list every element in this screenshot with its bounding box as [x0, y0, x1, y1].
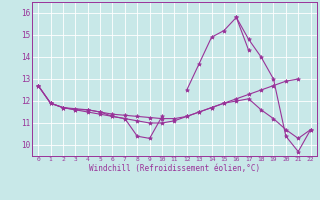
X-axis label: Windchill (Refroidissement éolien,°C): Windchill (Refroidissement éolien,°C) — [89, 164, 260, 173]
